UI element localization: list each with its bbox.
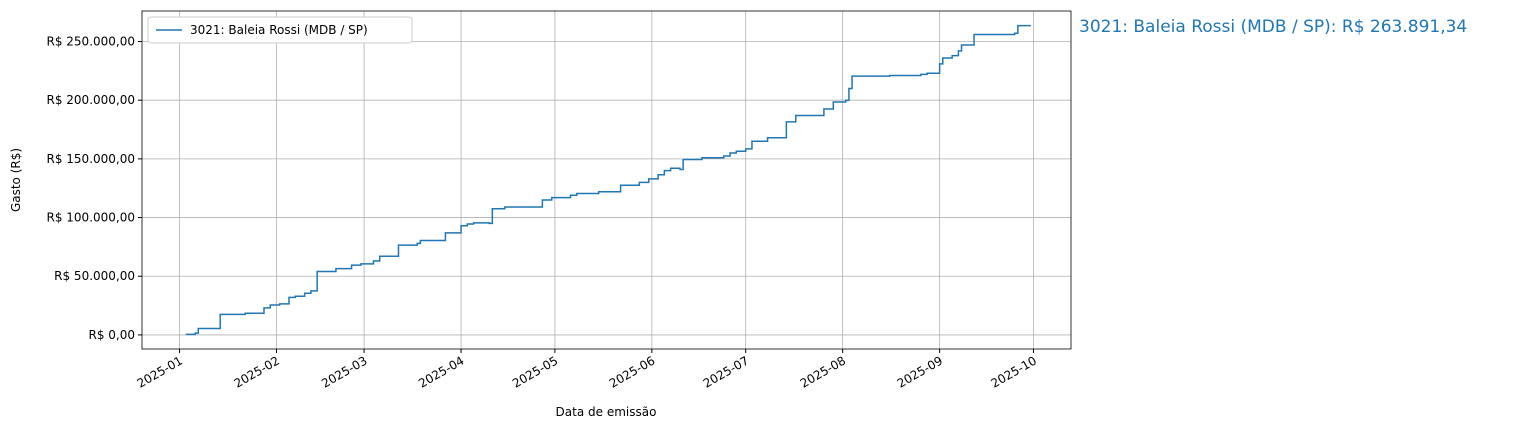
x-tick-label: 2025-04	[416, 353, 466, 390]
legend-box	[147, 16, 413, 44]
x-tick-label: 2025-06	[607, 353, 657, 390]
legend-label: 3021: Baleia Rossi (MDB / SP)	[190, 23, 368, 37]
y-tick-label: R$ 100.000,00	[47, 211, 136, 225]
x-tick-label: 2025-09	[895, 353, 945, 390]
line	[185, 24, 1032, 336]
x-tick-label: 2025-08	[798, 353, 848, 390]
x-tick-label: 2025-05	[510, 353, 560, 390]
y-tick-label: R$ 150.000,00	[47, 152, 136, 166]
x-tick-label: 2025-07	[701, 353, 751, 390]
x-tick-label: 2025-02	[232, 353, 282, 390]
y-tick-label: R$ 50.000,00	[54, 269, 135, 283]
y-tick-label: R$ 250.000,00	[47, 35, 136, 49]
x-tick-label: 2025-01	[135, 353, 185, 390]
annotation: 3021: Baleia Rossi (MDB / SP): R$ 263.89…	[1079, 17, 1467, 37]
x-axis-label: Data de emissão	[556, 405, 657, 419]
y-axis-label: Gasto (R$)	[9, 148, 23, 212]
x-tick-label: 2025-03	[319, 353, 369, 390]
legend: 3021: Baleia Rossi (MDB / SP)	[147, 16, 413, 44]
y-tick-label: R$ 200.000,00	[47, 93, 136, 107]
x-tick-label: 2025-10	[989, 353, 1039, 390]
y-tick-label: R$ 0,00	[88, 328, 135, 342]
plot-frame	[141, 10, 1072, 350]
